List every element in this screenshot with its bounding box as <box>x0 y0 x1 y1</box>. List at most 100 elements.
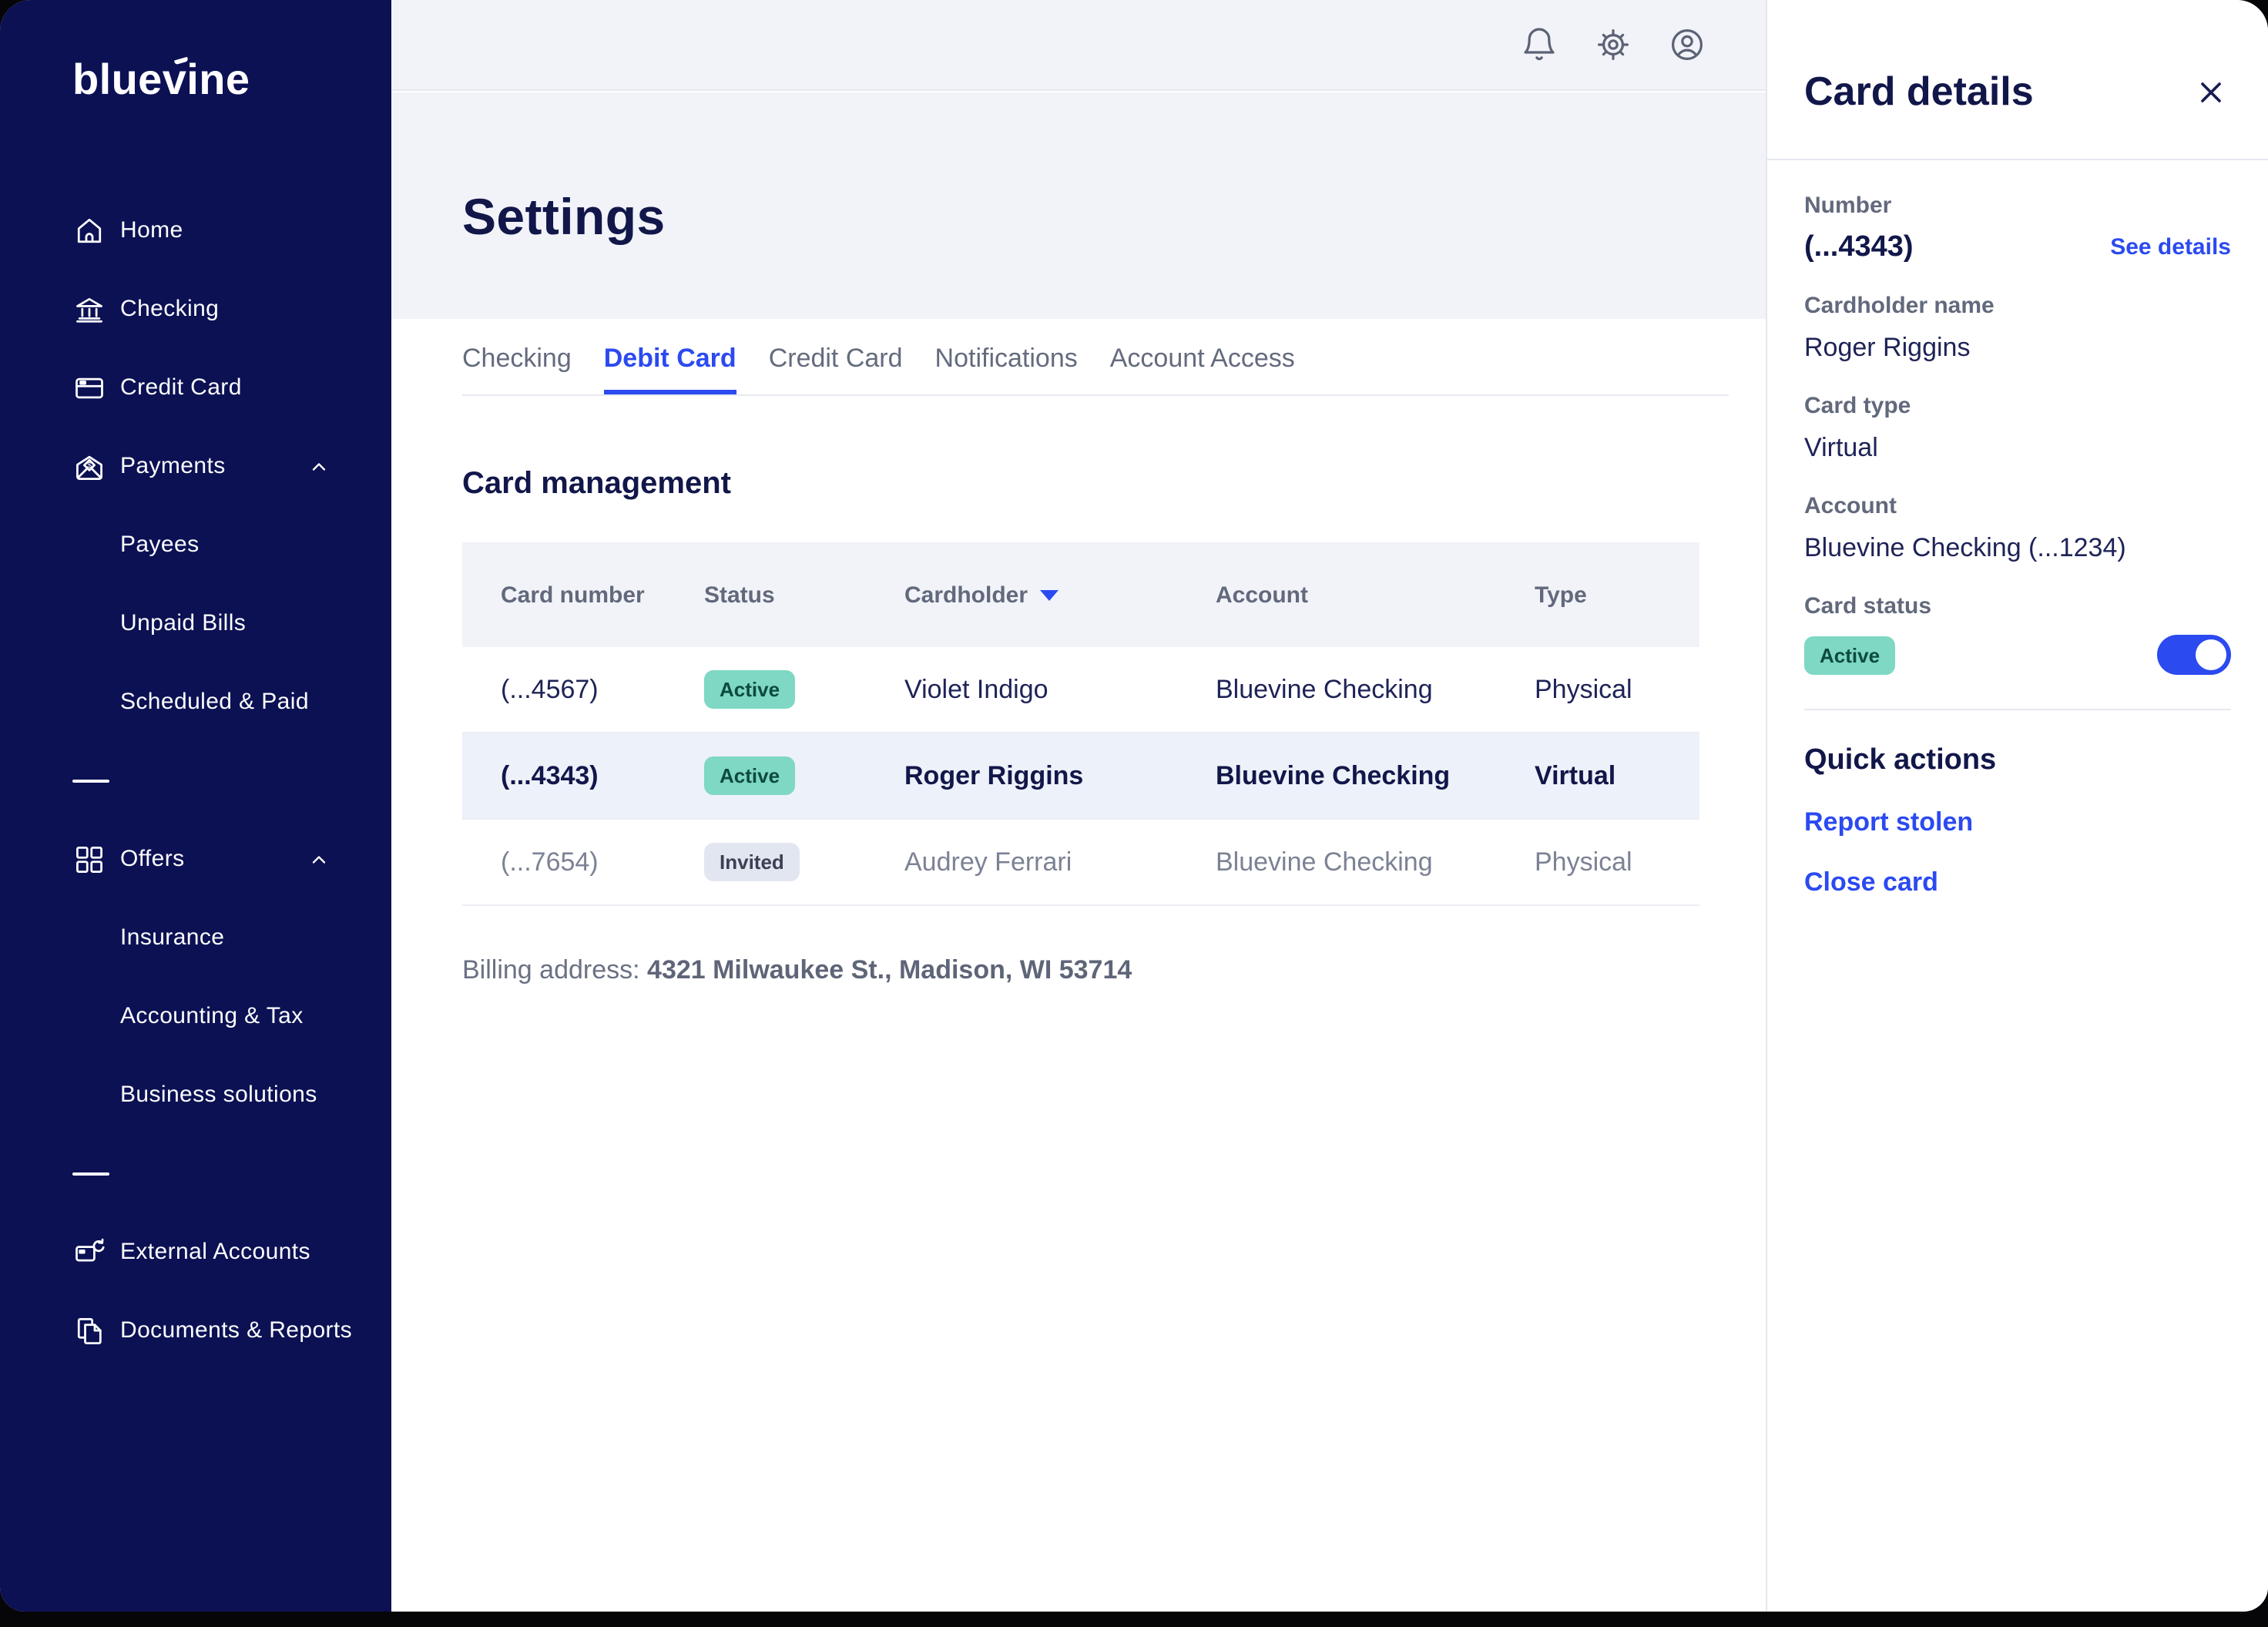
card-status-toggle[interactable] <box>2157 635 2231 675</box>
card-status-badge: Active <box>1804 636 1896 674</box>
panel-title: Card details <box>1804 68 2034 114</box>
topbar <box>391 0 1767 91</box>
card-number-value: (...4343) <box>1804 231 1914 263</box>
cell-status: Active <box>704 756 904 795</box>
page-header: Settings <box>391 92 1767 319</box>
column-header-cardholder[interactable]: Cardholder <box>904 582 1216 608</box>
field-account: Account Bluevine Checking (...1234) <box>1767 491 2268 567</box>
card-management-title: Card management <box>462 467 731 501</box>
cell-account: Bluevine Checking <box>1216 847 1433 876</box>
tab-account-access[interactable]: Account Access <box>1109 344 1295 373</box>
sidebar-nav: Home Checking <box>0 191 391 1370</box>
sidebar-item-payees[interactable]: Payees <box>0 505 391 584</box>
sidebar-item-insurance[interactable]: Insurance <box>0 898 391 977</box>
tab-credit-card[interactable]: Credit Card <box>768 344 903 373</box>
sidebar-divider <box>0 1134 391 1213</box>
card-table-header: Card number Status Cardholder Account Ty… <box>462 542 1699 647</box>
sidebar-item-documents-reports[interactable]: Documents & Reports <box>0 1291 391 1370</box>
sidebar-item-label: Scheduled & Paid <box>120 689 309 715</box>
close-icon[interactable] <box>2194 75 2228 109</box>
column-header-account[interactable]: Account <box>1216 582 1308 608</box>
cell-type: Physical <box>1535 674 1632 703</box>
offers-grid-icon <box>72 842 106 876</box>
field-number: Number (...4343) See details <box>1767 191 2268 267</box>
avatar-icon[interactable] <box>1669 26 1706 63</box>
close-card-link[interactable]: Close card <box>1804 867 1938 897</box>
cell-type: Virtual <box>1535 760 1616 790</box>
sidebar-item-checking[interactable]: Checking <box>0 270 391 348</box>
sidebar-item-label: External Accounts <box>120 1239 310 1265</box>
field-card-type: Card type Virtual <box>1767 391 2268 467</box>
field-card-status: Card status Active <box>1767 592 2268 675</box>
column-header-card-number[interactable]: Card number <box>501 582 645 608</box>
sidebar-item-credit-card[interactable]: Credit Card <box>0 348 391 427</box>
sidebar: bluevine Home Ch <box>0 0 391 1612</box>
sidebar-item-label: Business solutions <box>120 1082 317 1108</box>
field-cardholder-name: Cardholder name Roger Riggins <box>1767 291 2268 367</box>
account-value: Bluevine Checking (...1234) <box>1804 533 2126 562</box>
field-label: Card status <box>1804 593 1932 619</box>
sidebar-divider <box>0 741 391 820</box>
cell-status: Active <box>704 670 904 709</box>
cell-cardholder: Audrey Ferrari <box>904 847 1072 876</box>
payments-envelope-icon: $ <box>72 449 106 483</box>
chevron-up-icon[interactable] <box>308 848 330 870</box>
cell-card-number: (...7654) <box>501 847 599 876</box>
sidebar-item-unpaid-bills[interactable]: Unpaid Bills <box>0 584 391 663</box>
card-details-panel: Card details Number (...4343) See detail… <box>1766 0 2268 1612</box>
sidebar-item-offers[interactable]: Offers <box>0 820 391 898</box>
svg-text:$: $ <box>87 461 92 469</box>
logo-text: bluevine <box>72 55 250 103</box>
tab-checking[interactable]: Checking <box>462 344 572 373</box>
sidebar-item-label: Unpaid Bills <box>120 610 247 636</box>
see-details-link[interactable]: See details <box>2110 234 2231 260</box>
bell-icon[interactable] <box>1521 26 1558 63</box>
column-header-status[interactable]: Status <box>704 582 775 608</box>
field-label: Account <box>1804 493 1897 519</box>
bank-icon <box>72 292 106 326</box>
main-content: Checking Debit Card Credit Card Notifica… <box>391 319 1767 1612</box>
table-row-card-4343[interactable]: (...4343) Active Roger Riggins Bluevine … <box>462 733 1699 820</box>
sidebar-item-label: Insurance <box>120 924 225 951</box>
external-accounts-icon <box>72 1235 106 1269</box>
tab-notifications[interactable]: Notifications <box>934 344 1078 373</box>
cell-account: Bluevine Checking <box>1216 760 1451 790</box>
chevron-up-icon[interactable] <box>308 455 330 477</box>
cell-card-number: (...4567) <box>501 674 599 703</box>
billing-address-value: 4321 Milwaukee St., Madison, WI 53714 <box>647 955 1132 985</box>
billing-address-label: Billing address: <box>462 955 640 985</box>
tab-debit-card[interactable]: Debit Card <box>604 344 736 394</box>
sidebar-item-label: Payments <box>120 453 226 479</box>
documents-icon <box>72 1313 106 1347</box>
sort-desc-icon <box>1040 589 1059 600</box>
settings-tabs: Checking Debit Card Credit Card Notifica… <box>462 319 1729 396</box>
table-row-card-7654[interactable]: (...7654) Invited Audrey Ferrari Bluevin… <box>462 820 1699 906</box>
field-label: Number <box>1804 193 1892 219</box>
sidebar-item-label: Documents & Reports <box>120 1317 353 1344</box>
sidebar-item-label: Accounting & Tax <box>120 1003 304 1029</box>
gear-icon[interactable] <box>1595 26 1632 63</box>
table-row-card-4567[interactable]: (...4567) Active Violet Indigo Bluevine … <box>462 647 1699 733</box>
cell-type: Physical <box>1535 847 1632 876</box>
home-icon <box>72 213 106 247</box>
page-title: Settings <box>462 187 666 244</box>
sidebar-item-scheduled-paid[interactable]: Scheduled & Paid <box>0 663 391 741</box>
field-label: Cardholder name <box>1804 293 1995 319</box>
toggle-knob <box>2196 639 2226 670</box>
sidebar-item-label: Offers <box>120 846 185 872</box>
report-stolen-link[interactable]: Report stolen <box>1804 807 1974 837</box>
sidebar-item-home[interactable]: Home <box>0 191 391 270</box>
panel-divider <box>1804 709 2231 710</box>
sidebar-item-label: Payees <box>120 532 200 558</box>
sidebar-item-business-solutions[interactable]: Business solutions <box>0 1055 391 1134</box>
sidebar-item-payments[interactable]: $ Payments <box>0 427 391 505</box>
cell-cardholder: Violet Indigo <box>904 674 1048 703</box>
sidebar-item-accounting-tax[interactable]: Accounting & Tax <box>0 977 391 1055</box>
column-header-type[interactable]: Type <box>1535 582 1587 608</box>
status-badge: Active <box>704 670 796 709</box>
sidebar-item-external-accounts[interactable]: External Accounts <box>0 1213 391 1291</box>
cell-cardholder: Roger Riggins <box>904 760 1084 790</box>
sidebar-item-label: Home <box>120 217 183 243</box>
cell-account: Bluevine Checking <box>1216 674 1433 703</box>
